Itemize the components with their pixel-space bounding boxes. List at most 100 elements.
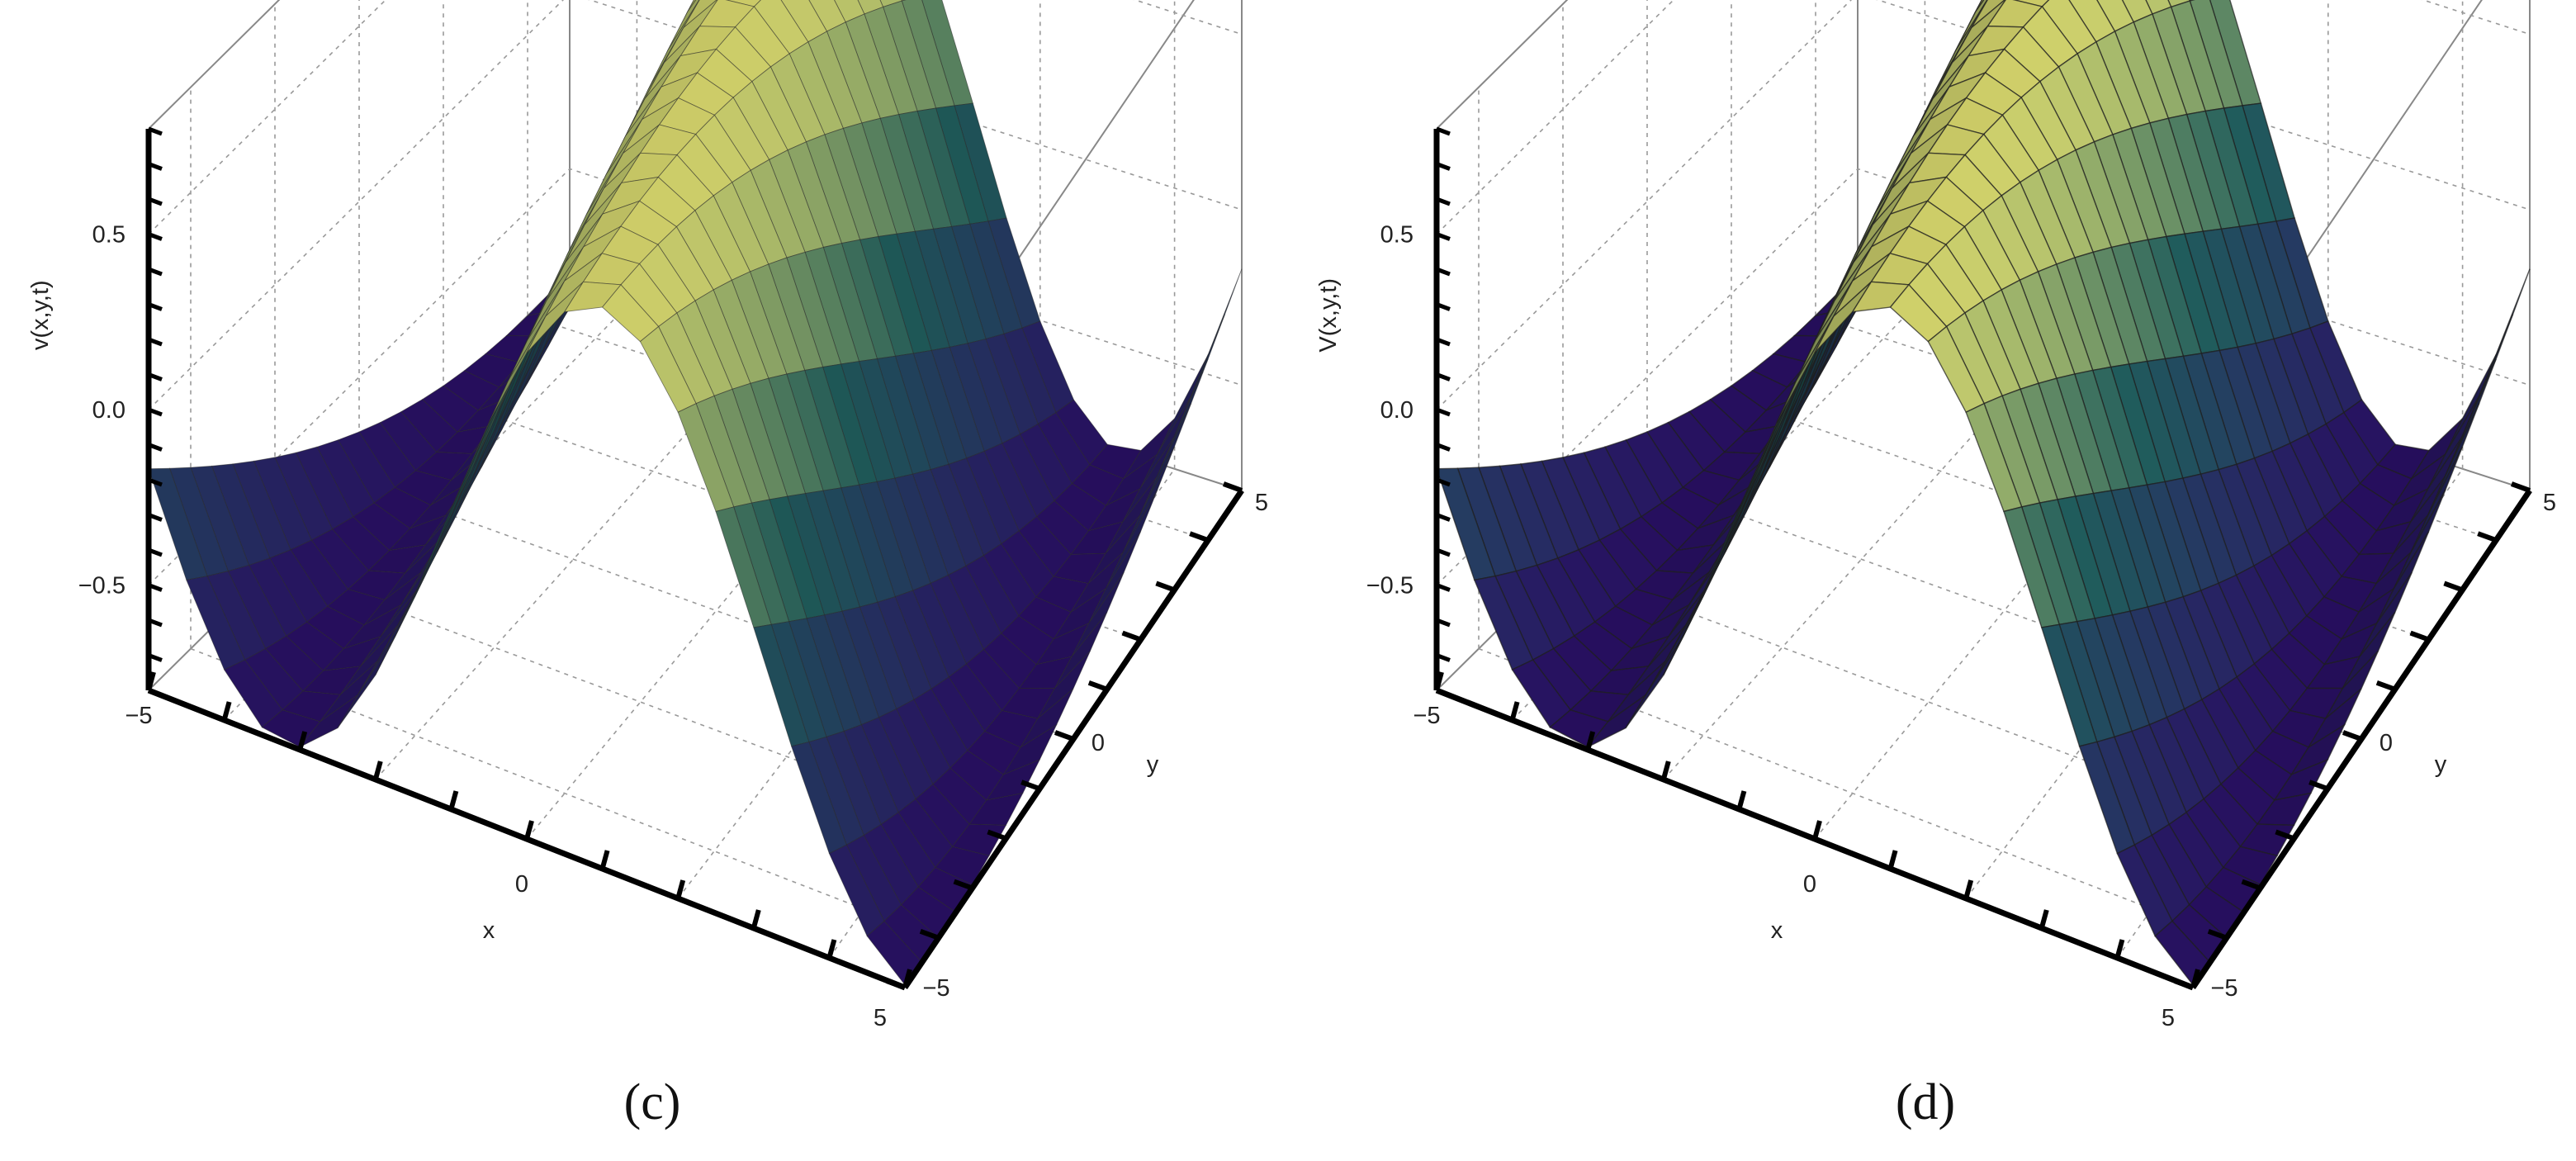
floor-grid-y (1478, 647, 2228, 939)
z-tick (148, 372, 163, 381)
y-tick (2308, 780, 2329, 792)
x-tick (1585, 731, 1596, 751)
x-tick-label: −5 (125, 703, 152, 729)
y-tick (2510, 481, 2531, 493)
y-tick-label: 0 (2379, 730, 2393, 756)
z-tick (148, 583, 163, 592)
y-tick-label: 5 (2543, 490, 2556, 516)
x-tick (146, 671, 156, 691)
y-tick (953, 879, 973, 891)
z-tick (1436, 688, 1451, 698)
z-tick (1436, 477, 1451, 487)
y-tick-label: 5 (1255, 490, 1268, 516)
surface-patch (1139, 396, 1192, 490)
z-tick (148, 232, 163, 241)
wall-grid-z (1436, 0, 2531, 410)
z-tick (1436, 232, 1451, 241)
z-tick (1436, 443, 1451, 452)
x-tick (372, 761, 383, 780)
z-tick (148, 407, 163, 417)
y-tick (2207, 928, 2228, 941)
floor-grid-y (190, 647, 940, 939)
z-tick-label: 0.0 (92, 397, 125, 424)
surface-plot-c: −5 0 5 −5 0 5 0.5 0.0 −0.5 x y v(x,y,t) (27, 0, 1268, 1031)
y-tick-label: 0 (1091, 730, 1105, 756)
z-tick (1436, 547, 1451, 557)
x-tick (2039, 909, 2049, 929)
surface-patch (2445, 353, 2497, 455)
y-tick (987, 829, 1007, 841)
floor-grid-x (224, 295, 637, 721)
panel-c: −5 0 5 −5 0 5 0.5 0.0 −0.5 x y v(x,y,t) (c) (27, 0, 1268, 1130)
surface (1436, 0, 2531, 986)
z-tick (148, 618, 163, 628)
x-tick (1509, 701, 1520, 721)
x-tick-label: −5 (1413, 703, 1440, 729)
y-tick (885, 979, 907, 990)
z-tick-label: 0.5 (1380, 222, 1413, 249)
y-tick (1189, 531, 1210, 543)
x-tick (1812, 820, 1822, 840)
z-tick (148, 126, 163, 136)
x-tick (826, 939, 837, 959)
y-tick (1121, 630, 1142, 642)
z-tick (148, 197, 163, 206)
z-tick (1436, 197, 1451, 206)
z-tick (148, 162, 163, 171)
x-tick-label: 0 (1803, 871, 1816, 898)
y-tick-label: −5 (2210, 975, 2237, 1002)
x-tick (902, 969, 912, 988)
y-tick (2375, 680, 2396, 692)
panel-label-c: (c) (623, 1074, 681, 1130)
box-top (1436, 0, 2483, 427)
z-tick (1436, 302, 1451, 311)
y-tick-label: −5 (922, 975, 949, 1002)
surface-patch (2427, 396, 2480, 490)
x-tick (2114, 939, 2125, 959)
x-tick (751, 909, 761, 929)
y-tick (1054, 730, 1075, 742)
x-tick (1736, 790, 1747, 810)
x-tick (599, 850, 610, 870)
x-tick-label: 5 (874, 1005, 887, 1031)
surface-plot-d: −5 0 5 −5 0 5 0.5 0.0 −0.5 x y V(x,y,t) (1315, 0, 2556, 1031)
z-tick (1436, 162, 1451, 171)
z-tick (1436, 126, 1451, 136)
y-tick (2342, 730, 2363, 742)
x-axis-label: x (1771, 917, 1783, 944)
surface (148, 0, 1243, 986)
panel-d: −5 0 5 −5 0 5 0.5 0.0 −0.5 x y V(x,y,t) (d) (1288, 0, 2576, 1161)
x-tick (297, 731, 308, 751)
x-tick-label: 0 (515, 871, 528, 898)
axis-lines (145, 126, 1244, 991)
z-tick (148, 513, 163, 522)
z-tick-label: 0.0 (1380, 397, 1413, 424)
y-tick (1222, 481, 1243, 493)
wall-grid-z (148, 0, 1243, 410)
z-tick (1436, 583, 1451, 592)
z-tick-label: −0.5 (1366, 573, 1413, 599)
y-tick (2477, 531, 2498, 543)
y-axis-label: y (2435, 751, 2447, 778)
z-tick (148, 653, 163, 662)
floor-grid-x (1512, 295, 1925, 721)
z-tick (148, 302, 163, 311)
panel-label-d: (d) (1895, 1074, 1956, 1130)
z-tick (148, 443, 163, 452)
z-tick (1436, 513, 1451, 522)
y-tick (1020, 780, 1041, 792)
surface-patch (1157, 354, 1209, 455)
y-tick (2409, 630, 2430, 642)
y-tick (2275, 829, 2295, 841)
axis-lines (1433, 126, 2532, 991)
z-tick (1436, 267, 1451, 277)
surface-patch (1156, 358, 1209, 477)
x-tick (1434, 671, 1444, 691)
x-tick-label: 5 (2162, 1005, 2175, 1031)
y-tick (919, 928, 940, 941)
y-tick (2241, 879, 2261, 891)
z-tick (148, 477, 163, 487)
x-tick (1660, 761, 1671, 780)
z-axis-label: V(x,y,t) (1315, 278, 1342, 353)
z-tick (1436, 372, 1451, 381)
